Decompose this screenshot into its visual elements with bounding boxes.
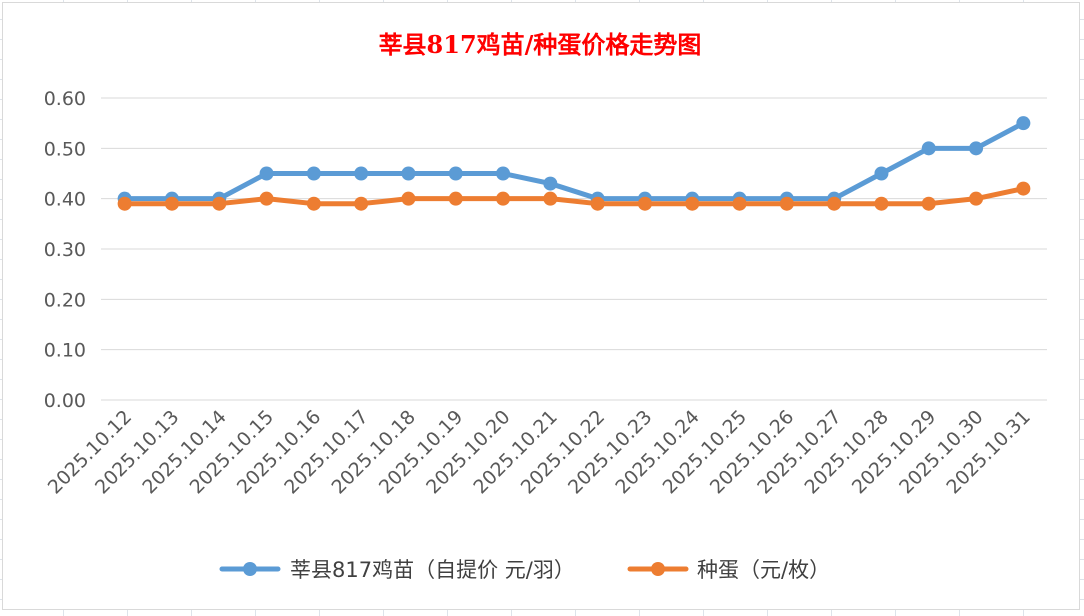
data-point (827, 196, 842, 211)
series-line (122, 120, 1026, 202)
data-point (496, 191, 511, 206)
data-point (874, 166, 889, 181)
data-point (448, 191, 463, 206)
data-point (401, 166, 416, 181)
y-tick-label: 0.40 (44, 189, 86, 211)
data-point (543, 176, 558, 191)
legend-marker (651, 562, 665, 576)
data-point (401, 191, 416, 206)
data-point (354, 166, 369, 181)
y-tick-label: 0.30 (44, 239, 86, 261)
data-point (921, 141, 936, 156)
y-tick-label: 0.50 (44, 138, 86, 160)
legend-label: 莘县817鸡苗（自提价 元/羽） (290, 558, 575, 582)
data-point (1016, 181, 1031, 196)
data-point (732, 196, 747, 211)
data-point (354, 196, 369, 211)
y-tick-label: 0.60 (44, 88, 86, 110)
legend-label: 种蛋（元/枚） (697, 558, 830, 582)
data-point (306, 196, 321, 211)
data-point (543, 191, 558, 206)
data-point (685, 196, 700, 211)
data-point (590, 196, 605, 211)
data-point (164, 196, 179, 211)
chart-title: 莘县817鸡苗/种蛋价格走势图 (378, 30, 702, 59)
data-point (117, 196, 132, 211)
data-point (212, 196, 227, 211)
data-point (496, 166, 511, 181)
data-point (1016, 116, 1031, 131)
legend-marker (243, 562, 257, 576)
y-tick-label: 0.10 (44, 340, 86, 362)
data-point (448, 166, 463, 181)
data-point (637, 196, 652, 211)
data-point (259, 191, 274, 206)
data-point (921, 196, 936, 211)
y-tick-label: 0.20 (44, 289, 86, 311)
series-line (122, 186, 1026, 207)
data-point (874, 196, 889, 211)
data-point (969, 141, 984, 156)
data-point (259, 166, 274, 181)
data-point (306, 166, 321, 181)
data-point (969, 191, 984, 206)
data-point (779, 196, 794, 211)
y-tick-label: 0.00 (44, 390, 86, 412)
